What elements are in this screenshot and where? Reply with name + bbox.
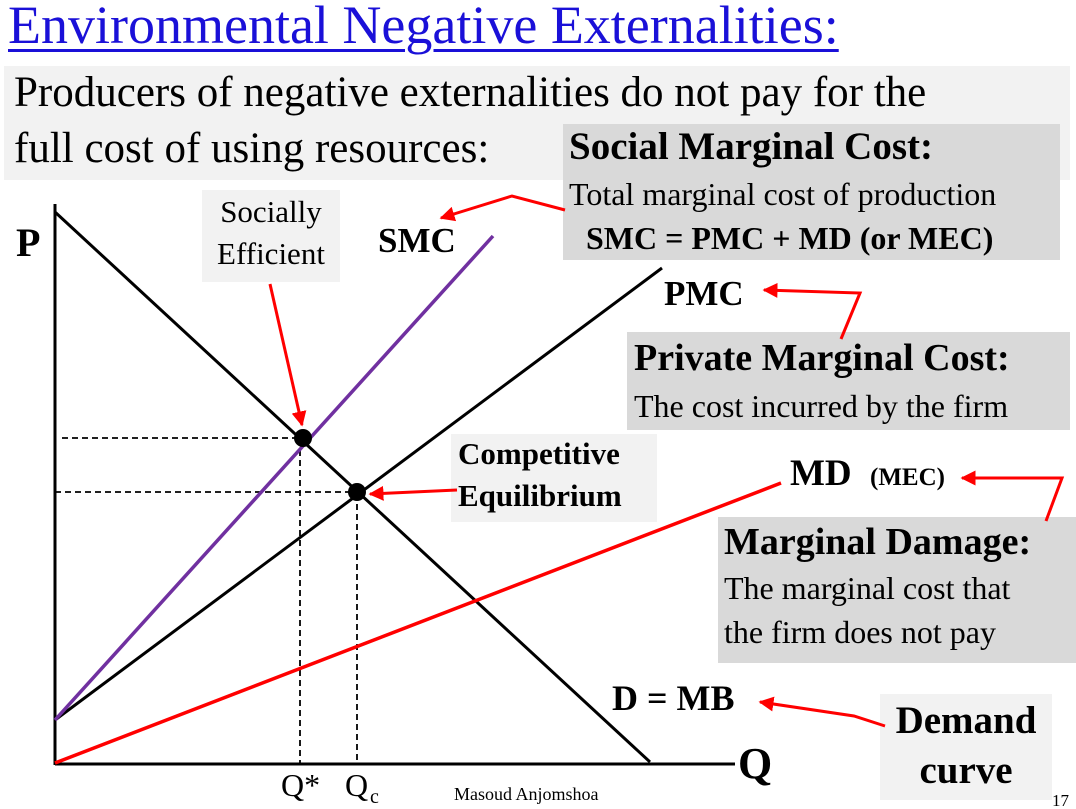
footer-author: Masoud Anjomshoa: [454, 784, 599, 804]
smc-curve: [53, 234, 495, 722]
smc-arrow: [439, 194, 566, 222]
md-curve-label: MD: [790, 453, 852, 494]
competitive-equilibrium-point: [348, 483, 366, 501]
demand-curve-label: D = MB: [612, 678, 735, 718]
pmc-box-heading: Private Marginal Cost:: [634, 337, 1010, 379]
socially-efficient-line-2: Efficient: [217, 236, 325, 271]
q-c-subscript: c: [370, 786, 379, 808]
pmc-arrow: [762, 282, 863, 340]
competitive-equilibrium-box: [451, 434, 657, 522]
pmc-box-line-1: The cost incurred by the firm: [634, 388, 1009, 424]
socially-efficient-arrow: [268, 283, 307, 427]
socially-efficient-point: [294, 429, 312, 447]
md-definition-box: [718, 517, 1076, 663]
smc-definition-box: [563, 124, 1060, 260]
competitive-equilibrium-arrow: [368, 485, 458, 501]
smc-curve-label: SMC: [378, 221, 456, 260]
demand-box-line-2: curve: [919, 749, 1013, 792]
md-arrow: [960, 470, 1065, 522]
x-axis-label: Q: [738, 739, 772, 788]
md-curve-label-paren: (MEC): [870, 464, 945, 491]
smc-box-heading: Social Marginal Cost:: [569, 125, 933, 168]
socially-efficient-box: [202, 190, 340, 282]
socially-efficient-line-1: Socially: [220, 194, 322, 229]
smc-box-line-1: Total marginal cost of production: [569, 176, 997, 212]
competitive-equilibrium-line-1: Competitive: [458, 436, 620, 471]
md-box-line-1: The marginal cost that: [724, 570, 1011, 606]
md-curve: [54, 481, 782, 765]
pmc-definition-box: [627, 332, 1070, 430]
md-box-line-2: the firm does not pay: [724, 614, 996, 650]
competitive-equilibrium-line-2: Equilibrium: [458, 478, 622, 513]
demand-definition-box: [880, 694, 1052, 800]
q-c-label: Q: [345, 767, 368, 803]
md-box-heading: Marginal Damage:: [724, 521, 1032, 563]
subtitle-line-2: full cost of using resources:: [14, 125, 490, 172]
demand-arrow: [758, 696, 886, 728]
pmc-curve-label: PMC: [664, 274, 744, 313]
smc-box-formula: SMC = PMC + MD (or MEC): [586, 220, 994, 256]
y-axis-label: P: [16, 220, 40, 265]
q-star-label: Q*: [281, 767, 320, 803]
page-title: Environmental Negative Externalities:: [8, 0, 839, 55]
page-number: 17: [1052, 791, 1070, 809]
subtitle-line-1: Producers of negative externalities do n…: [14, 69, 927, 116]
demand-box-line-1: Demand: [895, 699, 1037, 742]
